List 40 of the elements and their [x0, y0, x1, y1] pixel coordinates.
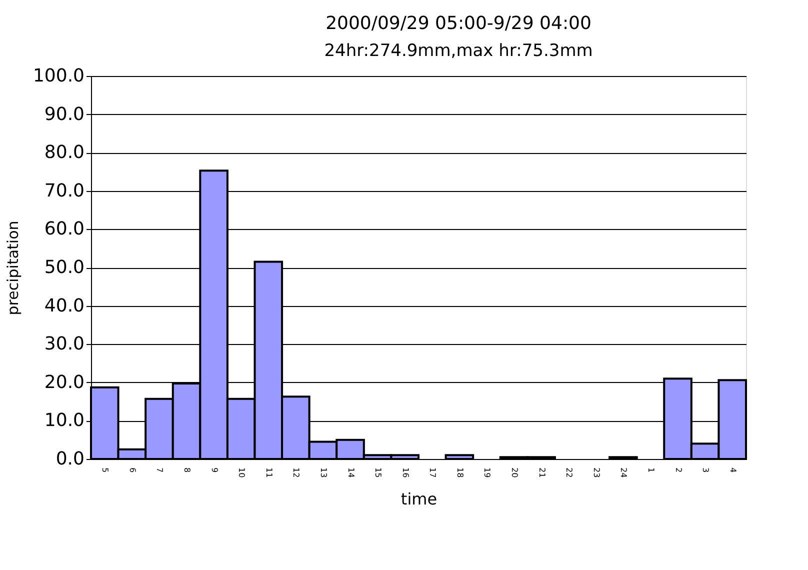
y-tick-label: 40.0	[44, 295, 84, 316]
chart-title: 2000/09/29 05:00-9/29 04:00	[326, 13, 592, 34]
x-axis-title: time	[400, 490, 438, 509]
bar	[444, 454, 474, 460]
x-tick-label: 11	[264, 468, 274, 478]
x-tick-label: 19	[482, 468, 492, 478]
y-tick-label: 80.0	[44, 142, 84, 164]
x-tick-label: 12	[292, 468, 301, 478]
y-tick-label: 50.0	[44, 257, 84, 278]
y-tick-label: 90.0	[44, 104, 84, 125]
x-tick-label: 21	[537, 468, 546, 478]
x-tick-label: 1	[646, 468, 656, 473]
y-tick-label: 60.0	[44, 218, 84, 240]
x-tick-label: 18	[455, 468, 464, 478]
y-tick-label: 20.0	[44, 372, 84, 393]
x-tick-label: 8	[182, 468, 192, 473]
x-tick-label: 16	[400, 468, 410, 478]
x-tick-label: 7	[155, 468, 164, 473]
y-tick-label: 100.0	[32, 66, 84, 86]
x-tick-label: 22	[564, 468, 574, 478]
x-tick-label: 20	[510, 468, 520, 478]
y-tick-label: 30.0	[44, 334, 84, 355]
x-tick-label: 14	[346, 468, 356, 478]
y-tick-label: 10.0	[44, 410, 84, 432]
y-tick-label: 0.0	[56, 448, 84, 470]
x-tick-label: 9	[210, 468, 219, 473]
x-tick-label: 5	[100, 468, 110, 473]
y-axis-title: precipitation	[4, 220, 22, 316]
x-tick-label: 4	[728, 468, 738, 473]
x-tick-label: 2	[674, 468, 683, 473]
x-tick-label: 13	[318, 468, 328, 478]
x-tick-label: 10	[237, 468, 246, 478]
x-tick-label: 15	[374, 468, 383, 478]
y-tick-label: 70.0	[44, 180, 84, 202]
x-tick-label: 6	[128, 468, 137, 473]
x-tick-label: 23	[592, 468, 601, 478]
x-tick-label: 24	[619, 468, 628, 478]
x-tick-label: 3	[701, 468, 710, 473]
chart-subtitle: 24hr:274.9mm,max hr:75.3mm	[324, 41, 593, 61]
x-tick-label: 17	[428, 468, 438, 478]
